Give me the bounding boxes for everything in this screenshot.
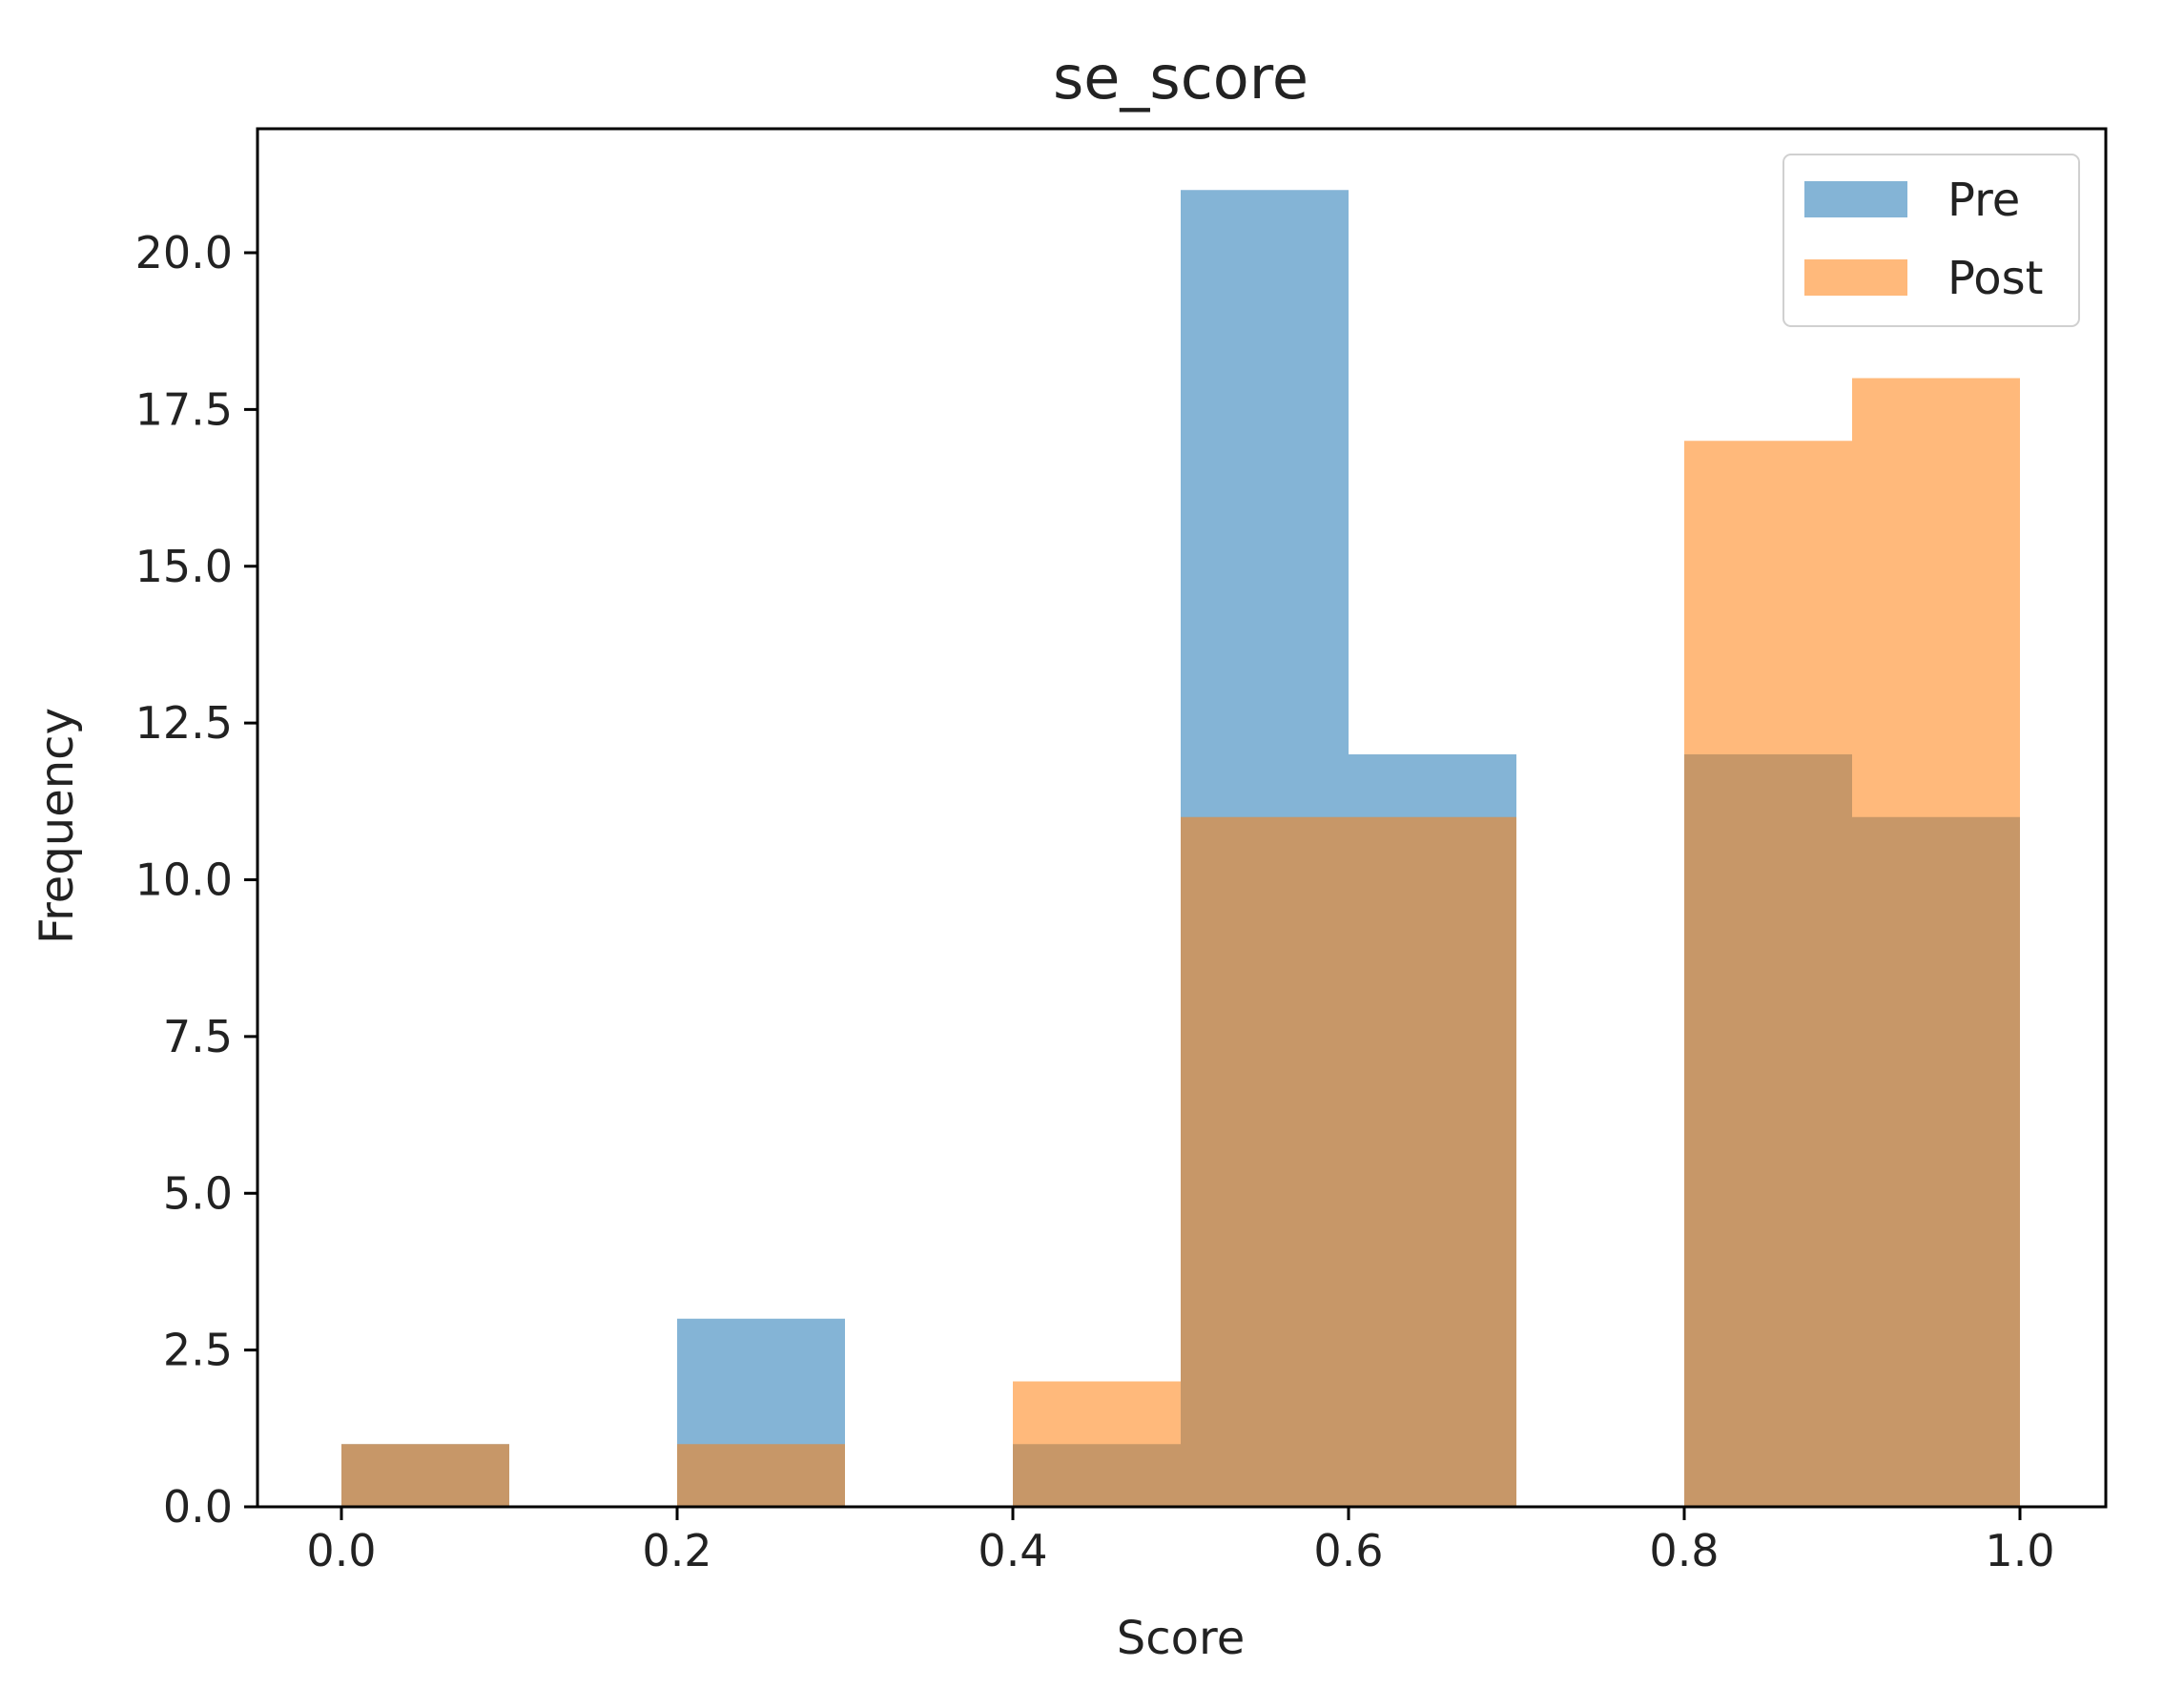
legend-swatch-post [1804,259,1907,296]
x-tick-label: 0.2 [642,1525,711,1576]
legend-label-post: Post [1947,252,2043,305]
y-tick-label: 15.0 [135,541,233,592]
y-tick-label: 7.5 [163,1011,233,1062]
x-tick-label: 1.0 [1985,1525,2054,1576]
y-axis-label: Frequency [31,708,84,944]
y-tick-label: 10.0 [135,854,233,906]
x-tick-label: 0.8 [1649,1525,1719,1576]
legend-swatch-pre [1804,181,1907,217]
y-tick-label: 17.5 [135,383,233,435]
y-tick-label: 12.5 [135,697,233,749]
x-tick-label: 0.0 [306,1525,376,1576]
bar-post-0 [341,1444,509,1507]
y-tick-label: 2.5 [163,1325,233,1376]
legend-label-pre: Pre [1947,174,2020,227]
bar-post-8 [1684,441,1852,1507]
bars-layer [341,190,2020,1507]
bar-post-2 [677,1444,845,1507]
bar-post-6 [1349,816,1516,1507]
x-tick-label: 0.6 [1313,1525,1383,1576]
chart-title: se_score [1053,43,1308,113]
x-tick-label: 0.4 [978,1525,1047,1576]
y-tick-label: 20.0 [135,227,233,278]
bar-post-4 [1013,1381,1181,1507]
bar-post-9 [1852,378,2020,1507]
y-tick-label: 5.0 [163,1167,233,1219]
y-tick-label: 0.0 [163,1481,233,1533]
x-axis-label: Score [1117,1612,1245,1665]
ticks-layer: 0.0 0.2 0.4 0.6 0.8 1.0 0.0 2.5 5.0 7.5 10.0 12.5 15… [135,227,2055,1576]
bar-post-5 [1181,816,1349,1507]
plot-frame [256,127,2108,1509]
legend: Pre Post [1782,154,2080,327]
